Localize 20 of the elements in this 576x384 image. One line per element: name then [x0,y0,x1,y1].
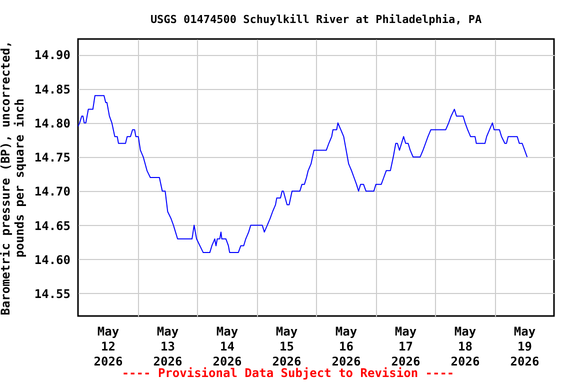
y-tick-label: 14.65 [34,218,70,233]
x-tick-label: May 12 2026 [94,324,123,368]
y-tick-label: 14.55 [34,286,70,301]
x-tick-label: May 19 2026 [510,324,540,368]
x-tick-label: May 16 2026 [332,324,361,368]
y-axis-title: Barometric pressure (BP), uncorrected, pounds per square inch [0,40,26,316]
x-tick-label: May 15 2026 [272,324,302,368]
y-tick-label: 14.90 [34,48,70,62]
text: ---- Provisional Data Subject to Revision ---- [122,366,454,380]
y-tick-label: 14.75 [34,150,70,165]
x-tick-label: May 17 2026 [391,324,420,368]
y-tick-label: 14.80 [34,116,70,130]
x-tick-label: May 13 2026 [153,324,182,368]
x-tick-label: May 14 2026 [212,324,242,368]
y-tick-label: 14.70 [34,184,70,199]
chart-title: USGS 01474500 Schuylkill River at Philadelphia, PA [150,13,482,26]
y-tick-label: 14.85 [34,82,70,96]
x-tick-label: May 18 2026 [450,324,480,368]
y-tick-label: 14.60 [34,252,70,267]
line-series [78,95,528,254]
